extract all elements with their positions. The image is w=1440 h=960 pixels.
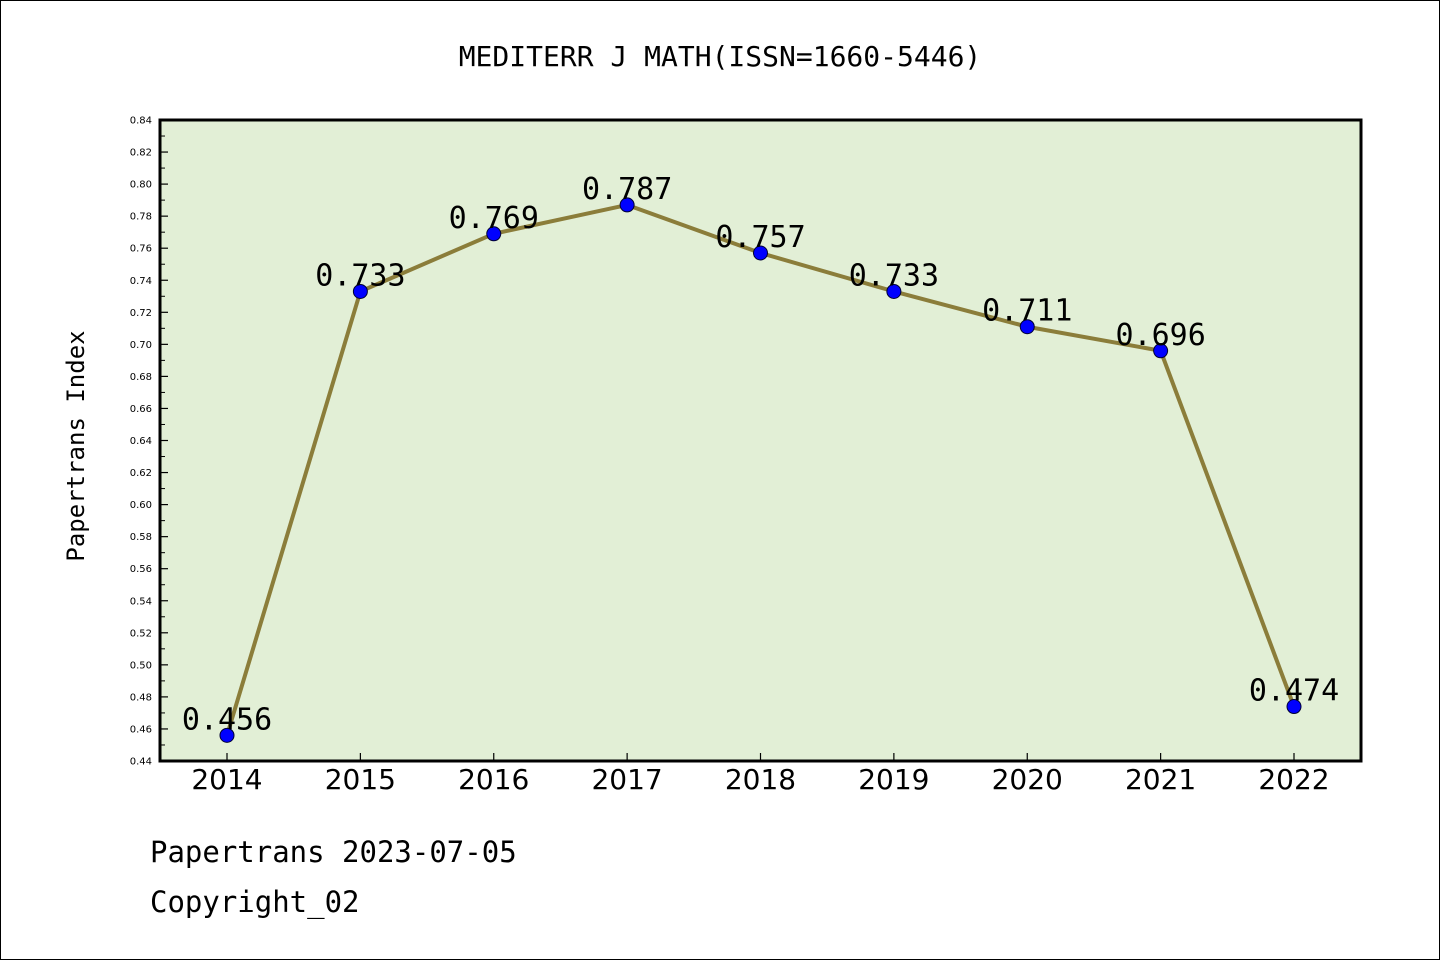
x-tick-label: 2014 (191, 763, 262, 796)
y-tick-label: 0.50 (130, 660, 152, 671)
y-tick-label: 0.60 (130, 500, 152, 511)
data-label: 0.769 (449, 201, 539, 236)
y-tick-label: 0.82 (130, 148, 152, 159)
footer-date: Papertrans 2023-07-05 (150, 835, 517, 869)
y-tick-label: 0.48 (130, 692, 152, 703)
data-label: 0.733 (315, 258, 405, 293)
data-label: 0.474 (1249, 674, 1339, 709)
y-tick-label: 0.74 (130, 276, 152, 287)
x-tick-label: 2018 (725, 763, 796, 796)
y-tick-label: 0.72 (130, 308, 152, 319)
x-tick-label: 2022 (1258, 763, 1329, 796)
y-tick-label: 0.70 (130, 340, 152, 351)
data-label: 0.456 (182, 702, 272, 737)
y-axis-label: Papertrans Index (62, 330, 90, 561)
y-tick-label: 0.54 (130, 596, 152, 607)
data-point (219, 727, 235, 743)
data-point (1019, 319, 1035, 335)
x-tick-label: 2020 (992, 763, 1063, 796)
data-points (219, 197, 1302, 743)
x-tick-label: 2016 (458, 763, 529, 796)
data-point (886, 283, 902, 299)
footer-copyright: Copyright_02 (150, 885, 360, 919)
data-label: 0.757 (715, 220, 805, 255)
y-tick-label: 0.58 (130, 532, 152, 543)
data-point (486, 226, 502, 242)
data-label: 0.733 (849, 258, 939, 293)
data-point (352, 283, 368, 299)
data-label: 0.787 (582, 172, 672, 207)
plot-area (158, 118, 1363, 763)
y-tick-label: 0.44 (130, 757, 152, 768)
y-tick-label: 0.78 (130, 212, 152, 223)
y-tick-label: 0.64 (130, 436, 152, 447)
y-tick-label: 0.66 (130, 404, 152, 415)
y-tick-label: 0.46 (130, 724, 152, 735)
y-tick-label: 0.76 (130, 244, 152, 255)
data-point (1286, 699, 1302, 715)
x-tick-label: 2021 (1125, 763, 1196, 796)
y-tick-label: 0.84 (130, 116, 152, 127)
y-tick-label: 0.80 (130, 180, 152, 191)
chart-title: MEDITERR J MATH(ISSN=1660-5446) (459, 40, 982, 73)
data-labels: 0.456 0.733 0.769 0.787 0.757 0.733 0.711 0.696… (182, 172, 1339, 737)
y-axis: 0.44 0.46 0.48 0.50 0.52 0.54 0.56 0.58 0.60 0.62… (130, 116, 168, 768)
y-tick-label: 0.56 (130, 564, 152, 575)
data-point (619, 197, 635, 213)
x-tick-label: 2015 (325, 763, 396, 796)
x-tick-label: 2019 (858, 763, 929, 796)
y-tick-label: 0.68 (130, 372, 152, 383)
data-label: 0.711 (982, 294, 1072, 329)
y-tick-label: 0.52 (130, 628, 152, 639)
x-tick-label: 2017 (591, 763, 662, 796)
data-point (753, 245, 768, 261)
x-axis: 2014 2015 2016 2017 2018 2019 2020 2021 2022 (191, 753, 1330, 796)
data-point (1153, 343, 1169, 359)
y-tick-label: 0.62 (130, 468, 152, 479)
data-label: 0.696 (1115, 318, 1205, 353)
